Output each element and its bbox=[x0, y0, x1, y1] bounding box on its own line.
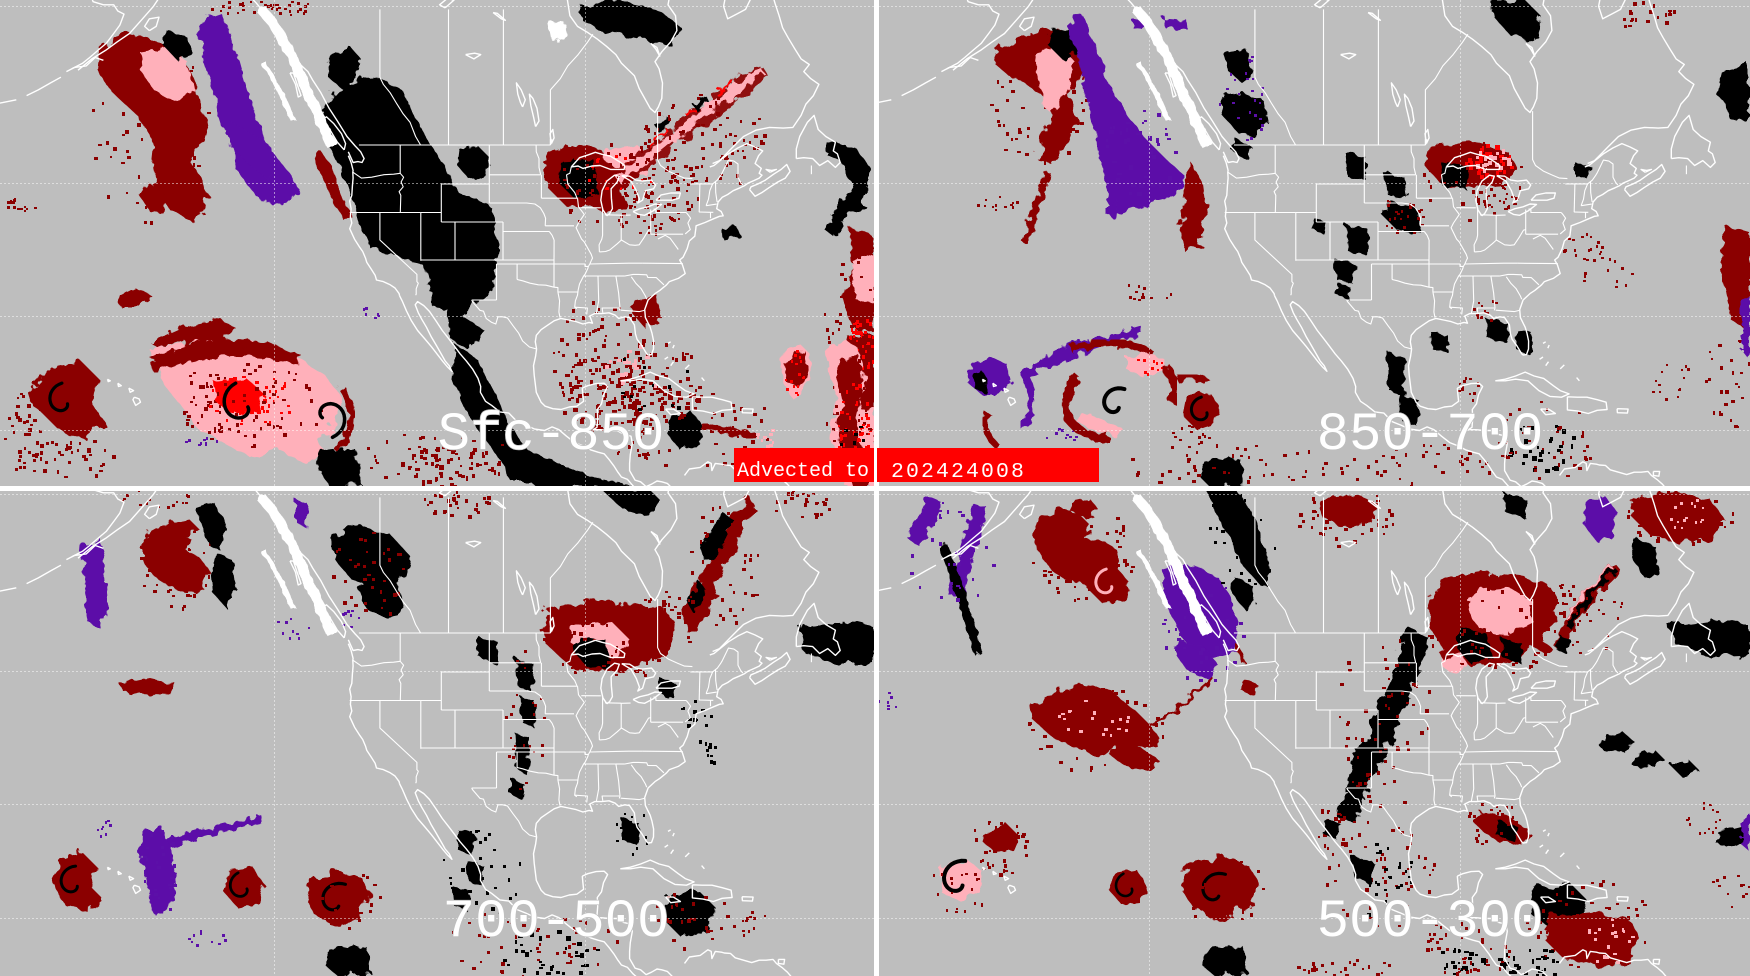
svg-text:700-500: 700-500 bbox=[443, 892, 670, 953]
svg-text:Advected to: Advected to bbox=[737, 460, 869, 483]
svg-text:500-300: 500-300 bbox=[1317, 892, 1544, 953]
svg-text:Sfc-850: Sfc-850 bbox=[438, 405, 665, 466]
svg-text:202424008: 202424008 bbox=[891, 460, 1026, 484]
svg-text:850-700: 850-700 bbox=[1317, 405, 1544, 466]
